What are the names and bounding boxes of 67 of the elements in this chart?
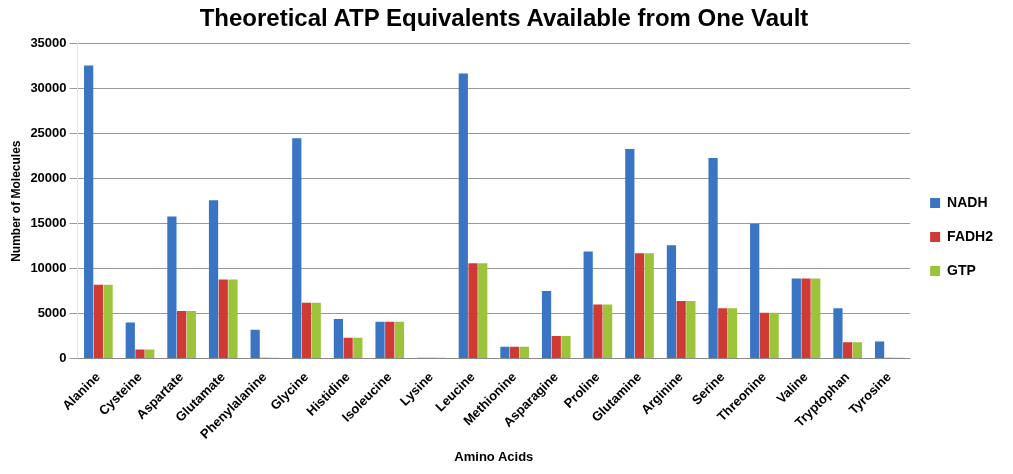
bar: [93, 284, 103, 359]
bar: [385, 321, 395, 359]
bar: [541, 291, 552, 359]
legend-label: NADH: [947, 193, 988, 210]
bar: [634, 253, 645, 359]
y-axis-title: Number of Molecules: [8, 140, 23, 262]
bar: [811, 278, 821, 359]
bar: [561, 336, 571, 359]
bar: [375, 321, 385, 359]
bar: [311, 302, 321, 359]
bar: [468, 263, 478, 359]
legend-label: FADH2: [947, 227, 994, 244]
bar: [353, 337, 363, 359]
y-tick-label: 10000: [30, 260, 67, 276]
bar: [510, 346, 520, 359]
bar: [852, 342, 862, 359]
bar: [458, 73, 468, 359]
bar: [250, 329, 260, 359]
y-tick-label: 30000: [30, 80, 67, 96]
y-tick-label: 15000: [30, 215, 67, 231]
bar: [833, 308, 843, 359]
bar: [292, 138, 302, 359]
bar: [519, 346, 529, 359]
chart-title: Theoretical ATP Equivalents Available from One Vault: [199, 4, 809, 32]
y-tick-label: 0: [59, 350, 67, 366]
bar: [666, 245, 677, 359]
bar: [593, 304, 603, 359]
bar: [343, 337, 353, 359]
bar: [708, 158, 718, 359]
bar: [750, 223, 760, 359]
bar: [301, 302, 312, 359]
bar: [551, 336, 561, 359]
y-tick-label: 20000: [30, 170, 67, 186]
bar: [218, 279, 228, 359]
y-tick-label: 35000: [30, 35, 67, 51]
bar: [583, 251, 593, 359]
bar: [167, 216, 177, 359]
bar: [478, 263, 488, 359]
x-axis-title: Amino Acids: [454, 448, 534, 464]
bar: [676, 301, 686, 359]
bar: [874, 341, 885, 359]
bar: [644, 253, 654, 359]
bar: [394, 321, 405, 359]
bar: [686, 301, 696, 359]
y-tick-label: 5000: [37, 305, 67, 321]
y-tick-label: 25000: [30, 125, 67, 141]
bar: [333, 318, 344, 359]
bar: [84, 65, 94, 359]
bar: [186, 310, 196, 359]
bar: [603, 304, 613, 359]
bar: [500, 346, 510, 359]
bar: [769, 312, 779, 359]
bar: [177, 310, 187, 359]
legend-label: GTP: [947, 261, 976, 278]
bar: [843, 342, 853, 359]
bar: [135, 349, 145, 359]
bar: [145, 349, 155, 359]
bar: [759, 312, 770, 359]
bar: [718, 308, 728, 359]
bar: [208, 200, 219, 359]
bar: [727, 308, 738, 359]
bar: [791, 278, 801, 359]
bar: [625, 149, 635, 359]
bar: [228, 279, 238, 359]
bar: [103, 284, 113, 359]
bar: [801, 278, 811, 359]
bar: [125, 322, 135, 359]
